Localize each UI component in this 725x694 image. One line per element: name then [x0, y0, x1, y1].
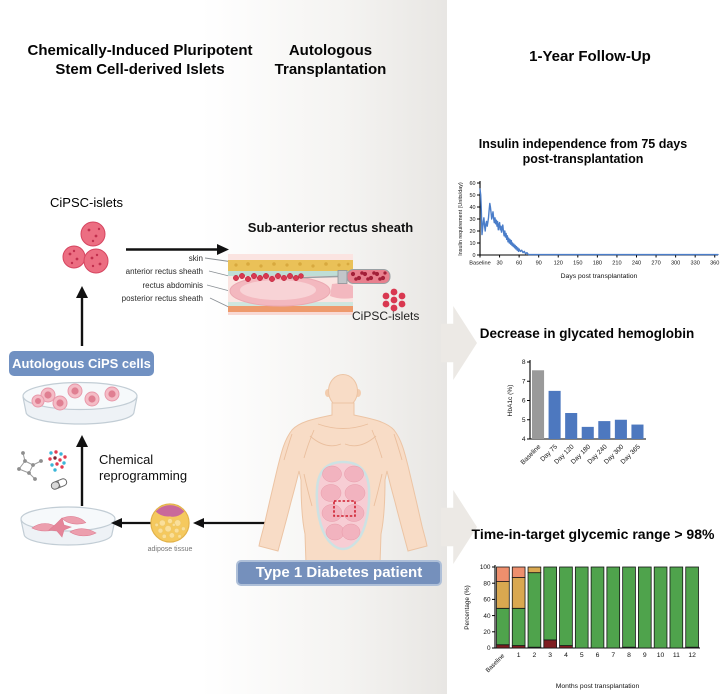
svg-text:80: 80	[483, 580, 491, 587]
tir-stacked-bar-chart: 0 20 40 60 80 100 Percentage (%) Months post tr…	[464, 564, 700, 690]
svg-text:90: 90	[536, 261, 542, 267]
svg-text:0: 0	[487, 645, 491, 652]
svg-text:8: 8	[627, 652, 631, 659]
svg-text:4: 4	[522, 436, 526, 443]
arrow-left-icon	[111, 518, 151, 528]
svg-text:6: 6	[596, 652, 600, 659]
svg-text:12: 12	[688, 652, 696, 659]
svg-text:6: 6	[522, 398, 526, 405]
svg-text:150: 150	[573, 261, 582, 267]
arrow-up-icon	[76, 286, 88, 346]
insulin-chart-title: Insulin independence from 75 days post-t…	[478, 137, 688, 166]
islet-cluster-icon	[62, 221, 109, 274]
arrow-left-icon	[193, 518, 267, 528]
svg-text:Insulin requirement (Units/day: Insulin requirement (Units/day)	[458, 182, 464, 256]
svg-text:Baseline: Baseline	[485, 652, 507, 674]
svg-text:Months post transplantation: Months post transplantation	[556, 683, 640, 690]
svg-text:300: 300	[671, 261, 680, 267]
left-gradient-panel	[0, 0, 447, 694]
svg-text:60: 60	[483, 597, 491, 604]
arrow-up-icon	[76, 435, 88, 506]
svg-text:40: 40	[470, 205, 476, 211]
injector-hub	[337, 270, 348, 284]
svg-text:HbA1c (%): HbA1c (%)	[507, 385, 514, 417]
column3-title: 1-Year Follow-Up	[529, 48, 651, 65]
svg-text:210: 210	[612, 261, 621, 267]
svg-text:1: 1	[517, 652, 521, 659]
svg-text:50: 50	[470, 193, 476, 199]
svg-text:8: 8	[522, 359, 526, 366]
column1-title: Chemically-Induced Pluripotent Stem Cell…	[10, 41, 270, 79]
column2-title-line1: Autologous	[288, 42, 373, 59]
transplant-site-marker	[333, 500, 356, 517]
svg-text:20: 20	[470, 229, 476, 235]
svg-text:3: 3	[548, 652, 552, 659]
svg-text:7: 7	[522, 378, 526, 385]
svg-text:4: 4	[564, 652, 568, 659]
column2-title: Autologous Transplantation	[258, 41, 403, 79]
svg-text:0: 0	[473, 253, 476, 259]
svg-text:11: 11	[673, 652, 680, 659]
cipsc-islets-label: CiPSC-islets	[50, 195, 123, 210]
svg-text:120: 120	[554, 261, 563, 267]
adipose-tissue-label: adipose tissue	[147, 546, 193, 553]
svg-text:20: 20	[483, 629, 491, 636]
svg-text:Baseline: Baseline	[469, 261, 490, 267]
svg-text:180: 180	[593, 261, 602, 267]
islet-dots	[382, 288, 406, 312]
column1-title-line1: Chemically-Induced Pluripotent	[27, 42, 253, 59]
tir-chart-title: Time-in-target glycemic range > 98%	[471, 526, 715, 542]
svg-text:7: 7	[611, 652, 615, 659]
site-title: Sub-anterior rectus sheath	[247, 220, 414, 235]
cipsc-islets-label-middle: CiPSC-islets	[352, 309, 420, 323]
capsule-icon	[50, 478, 68, 490]
small-molecules-icon	[17, 450, 68, 490]
anatomy-label-rectus-abdominis: rectus abdominis	[142, 281, 203, 290]
chemical-reprogramming-label: Chemical reprogramming	[99, 452, 188, 483]
cips-cells-dish-icon	[22, 381, 138, 425]
fibroblast-dish-icon	[20, 506, 116, 546]
svg-text:9: 9	[643, 652, 647, 659]
svg-text:10: 10	[470, 241, 476, 247]
anatomy-label-skin: skin	[188, 254, 203, 263]
hba1c-chart-title: Decrease in glycated hemoglobin	[479, 326, 695, 341]
svg-text:330: 330	[691, 261, 700, 267]
svg-text:240: 240	[632, 261, 641, 267]
svg-text:10: 10	[657, 652, 665, 659]
patient-badge: Type 1 Diabetes patient	[236, 560, 442, 586]
svg-text:5: 5	[580, 652, 584, 659]
svg-text:Percentage (%): Percentage (%)	[464, 585, 471, 629]
column1-title-line2: Stem Cell-derived Islets	[55, 61, 225, 78]
svg-text:360: 360	[710, 261, 719, 267]
svg-text:5: 5	[522, 417, 526, 424]
svg-text:Baseline: Baseline	[520, 443, 543, 466]
svg-text:30: 30	[496, 261, 502, 267]
arrow-right-icon	[126, 244, 229, 255]
patient-body-illustration	[258, 374, 428, 564]
adipose-tissue-icon	[150, 503, 190, 543]
insulin-line-chart: 0 10 20 30 40 50 60 Insulin requirement (Units/…	[458, 181, 719, 280]
svg-text:2: 2	[533, 652, 537, 659]
rectus-sheath-cross-section	[228, 254, 406, 315]
anatomy-label-anterior-rectus-sheath: anterior rectus sheath	[125, 267, 203, 276]
svg-text:60: 60	[470, 181, 476, 187]
anatomy-label-posterior-rectus-sheath: posterior rectus sheath	[121, 294, 203, 303]
column2-title-line2: Transplantation	[274, 61, 387, 78]
svg-text:Days post transplantation: Days post transplantation	[561, 273, 638, 280]
svg-text:60: 60	[516, 261, 522, 267]
svg-text:270: 270	[651, 261, 660, 267]
svg-text:100: 100	[480, 564, 491, 571]
svg-text:40: 40	[483, 613, 491, 620]
svg-text:30: 30	[470, 217, 476, 223]
autologous-cips-badge: Autologous CiPS cells	[9, 351, 154, 376]
